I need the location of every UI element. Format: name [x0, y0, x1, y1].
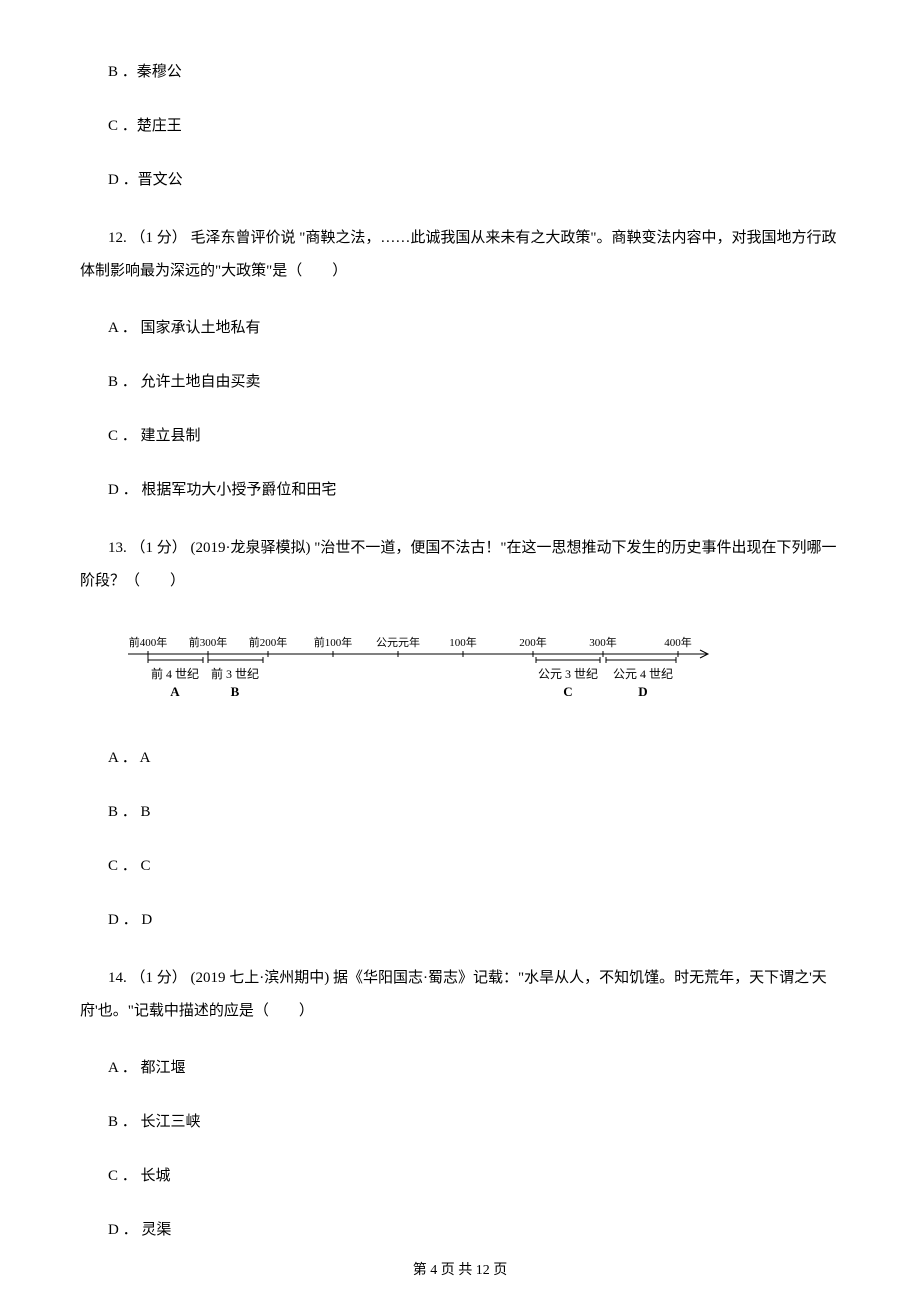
q11-option-b: B ．秦穆公: [80, 60, 840, 84]
q13-option-c: C ． C: [80, 854, 840, 878]
svg-text:前 4 世纪: 前 4 世纪: [151, 666, 199, 681]
option-text: D ． 灵渠: [108, 1222, 171, 1238]
option-text: B ． 长江三峡: [108, 1114, 201, 1130]
option-text: B ．秦穆公: [108, 64, 182, 80]
svg-text:前100年: 前100年: [314, 635, 353, 649]
svg-text:C: C: [563, 684, 572, 699]
q13-text: 13. （1 分） (2019·龙泉驿模拟) "治世不一道，便国不法古！"在这一…: [80, 532, 840, 598]
option-text: B ． B: [108, 804, 151, 820]
q14-option-c: C ． 长城: [80, 1164, 840, 1188]
q13-option-a: A ． A: [80, 746, 840, 770]
svg-text:前300年: 前300年: [189, 635, 228, 649]
q11-option-d: D ．晋文公: [80, 168, 840, 192]
option-text: A ． 国家承认土地私有: [108, 320, 261, 336]
question-body: 12. （1 分） 毛泽东曾评价说 "商鞅之法，……此诚我国从来未有之大政策"。…: [80, 230, 837, 279]
svg-text:300年: 300年: [589, 635, 617, 649]
option-text: D ．晋文公: [108, 172, 183, 188]
option-text: D ． 根据军功大小授予爵位和田宅: [108, 482, 336, 498]
page-number: 第 4 页 共 12 页: [413, 1263, 508, 1278]
svg-text:100年: 100年: [449, 635, 477, 649]
q13-option-d: D ． D: [80, 908, 840, 932]
q12-text: 12. （1 分） 毛泽东曾评价说 "商鞅之法，……此诚我国从来未有之大政策"。…: [80, 222, 840, 288]
option-text: C ． C: [108, 858, 151, 874]
svg-text:公元 4 世纪: 公元 4 世纪: [613, 667, 673, 681]
q13-option-b: B ． B: [80, 800, 840, 824]
q12-option-c: C ． 建立县制: [80, 424, 840, 448]
q14-option-a: A ． 都江堰: [80, 1056, 840, 1080]
svg-text:400年: 400年: [664, 635, 692, 649]
option-text: C ．楚庄王: [108, 118, 182, 134]
page-footer: 第 4 页 共 12 页: [0, 1260, 920, 1282]
timeline-diagram: 前400年 前300年 前200年 前100年 公元元年 100年 200年 300年 400年…: [108, 626, 788, 716]
q14-option-d: D ． 灵渠: [80, 1218, 840, 1242]
question-body: 14. （1 分） (2019 七上·滨州期中) 据《华阳国志·蜀志》记载："水…: [80, 970, 827, 1019]
option-text: B ． 允许土地自由买卖: [108, 374, 261, 390]
option-text: A ． 都江堰: [108, 1060, 186, 1076]
svg-text:前 3 世纪: 前 3 世纪: [211, 666, 259, 681]
option-text: C ． 建立县制: [108, 428, 201, 444]
q11-option-c: C ．楚庄王: [80, 114, 840, 138]
svg-text:前400年: 前400年: [129, 635, 168, 649]
svg-text:200年: 200年: [519, 635, 547, 649]
q12-option-b: B ． 允许土地自由买卖: [80, 370, 840, 394]
svg-text:公元元年: 公元元年: [376, 635, 420, 649]
svg-text:前200年: 前200年: [249, 635, 288, 649]
q14-option-b: B ． 长江三峡: [80, 1110, 840, 1134]
option-text: A ． A: [108, 750, 151, 766]
svg-text:D: D: [638, 684, 647, 699]
q12-option-a: A ． 国家承认土地私有: [80, 316, 840, 340]
question-body: 13. （1 分） (2019·龙泉驿模拟) "治世不一道，便国不法古！"在这一…: [80, 540, 837, 589]
q12-option-d: D ． 根据军功大小授予爵位和田宅: [80, 478, 840, 502]
q14-text: 14. （1 分） (2019 七上·滨州期中) 据《华阳国志·蜀志》记载："水…: [80, 962, 840, 1028]
option-text: D ． D: [108, 912, 152, 928]
svg-text:公元 3 世纪: 公元 3 世纪: [538, 667, 598, 681]
option-text: C ． 长城: [108, 1168, 171, 1184]
svg-text:A: A: [170, 684, 180, 699]
timeline-svg: 前400年 前300年 前200年 前100年 公元元年 100年 200年 300年 400年…: [108, 626, 788, 716]
svg-text:B: B: [231, 684, 240, 699]
